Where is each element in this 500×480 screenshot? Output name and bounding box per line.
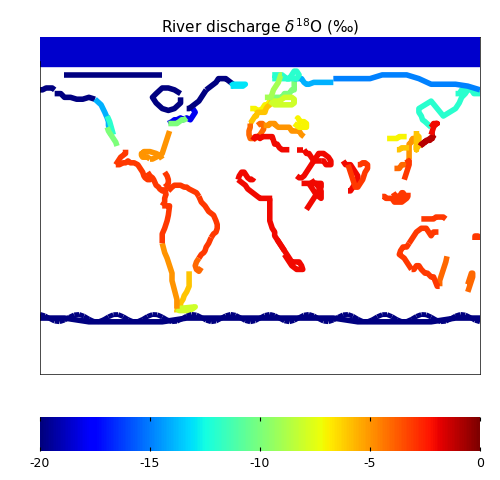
Bar (40, 38, 480, 61)
Bar (40, 38, 480, 66)
Title: River discharge $\delta^{18}$O (‰): River discharge $\delta^{18}$O (‰) (161, 16, 359, 38)
